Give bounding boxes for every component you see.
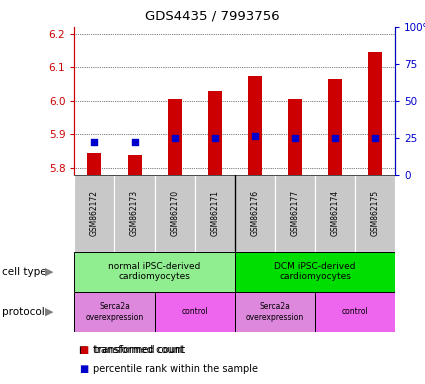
Text: ■  transformed count: ■ transformed count [79,345,185,355]
Bar [248,76,262,175]
Point [252,133,258,139]
Bar [195,175,235,252]
Bar [208,91,222,175]
Point [332,135,338,141]
Text: GDS4435 / 7993756: GDS4435 / 7993756 [145,10,280,23]
Point [372,135,379,141]
Text: control: control [342,308,368,316]
Bar [288,99,302,175]
Text: cell type: cell type [2,266,47,277]
Text: ■: ■ [79,345,88,355]
Text: GSM862173: GSM862173 [130,190,139,236]
Text: percentile rank within the sample: percentile rank within the sample [94,364,258,374]
Text: GSM862172: GSM862172 [90,190,99,236]
Bar [74,252,235,292]
Text: ■: ■ [79,364,88,374]
Bar [167,99,181,175]
Text: GSM862175: GSM862175 [371,190,380,236]
Point [211,135,218,141]
Text: ▶: ▶ [45,307,53,317]
Bar [315,292,395,332]
Bar [74,292,155,332]
Point [91,139,98,145]
Bar [315,175,355,252]
Text: GSM862174: GSM862174 [331,190,340,236]
Point [292,135,298,141]
Text: control: control [181,308,208,316]
Bar [275,175,315,252]
Point [171,135,178,141]
Bar [88,153,102,175]
Bar [235,175,275,252]
Text: GSM862171: GSM862171 [210,190,219,236]
Bar [328,79,342,175]
Bar [235,252,395,292]
Text: Serca2a
overexpression: Serca2a overexpression [85,302,144,322]
Bar [155,292,235,332]
Text: GSM862176: GSM862176 [250,190,259,236]
Text: GSM862177: GSM862177 [290,190,300,236]
Text: GSM862170: GSM862170 [170,190,179,236]
Bar [155,175,195,252]
Bar [114,175,155,252]
Text: Serca2a
overexpression: Serca2a overexpression [246,302,304,322]
Point [131,139,138,145]
Bar [128,155,142,175]
Text: protocol: protocol [2,307,45,317]
Bar [355,175,395,252]
Text: normal iPSC-derived
cardiomyocytes: normal iPSC-derived cardiomyocytes [108,262,201,281]
Text: DCM iPSC-derived
cardiomyocytes: DCM iPSC-derived cardiomyocytes [274,262,356,281]
Text: transformed count: transformed count [94,345,184,355]
Bar [74,175,114,252]
Text: ▶: ▶ [45,266,53,277]
Bar [368,52,382,175]
Bar [235,292,315,332]
